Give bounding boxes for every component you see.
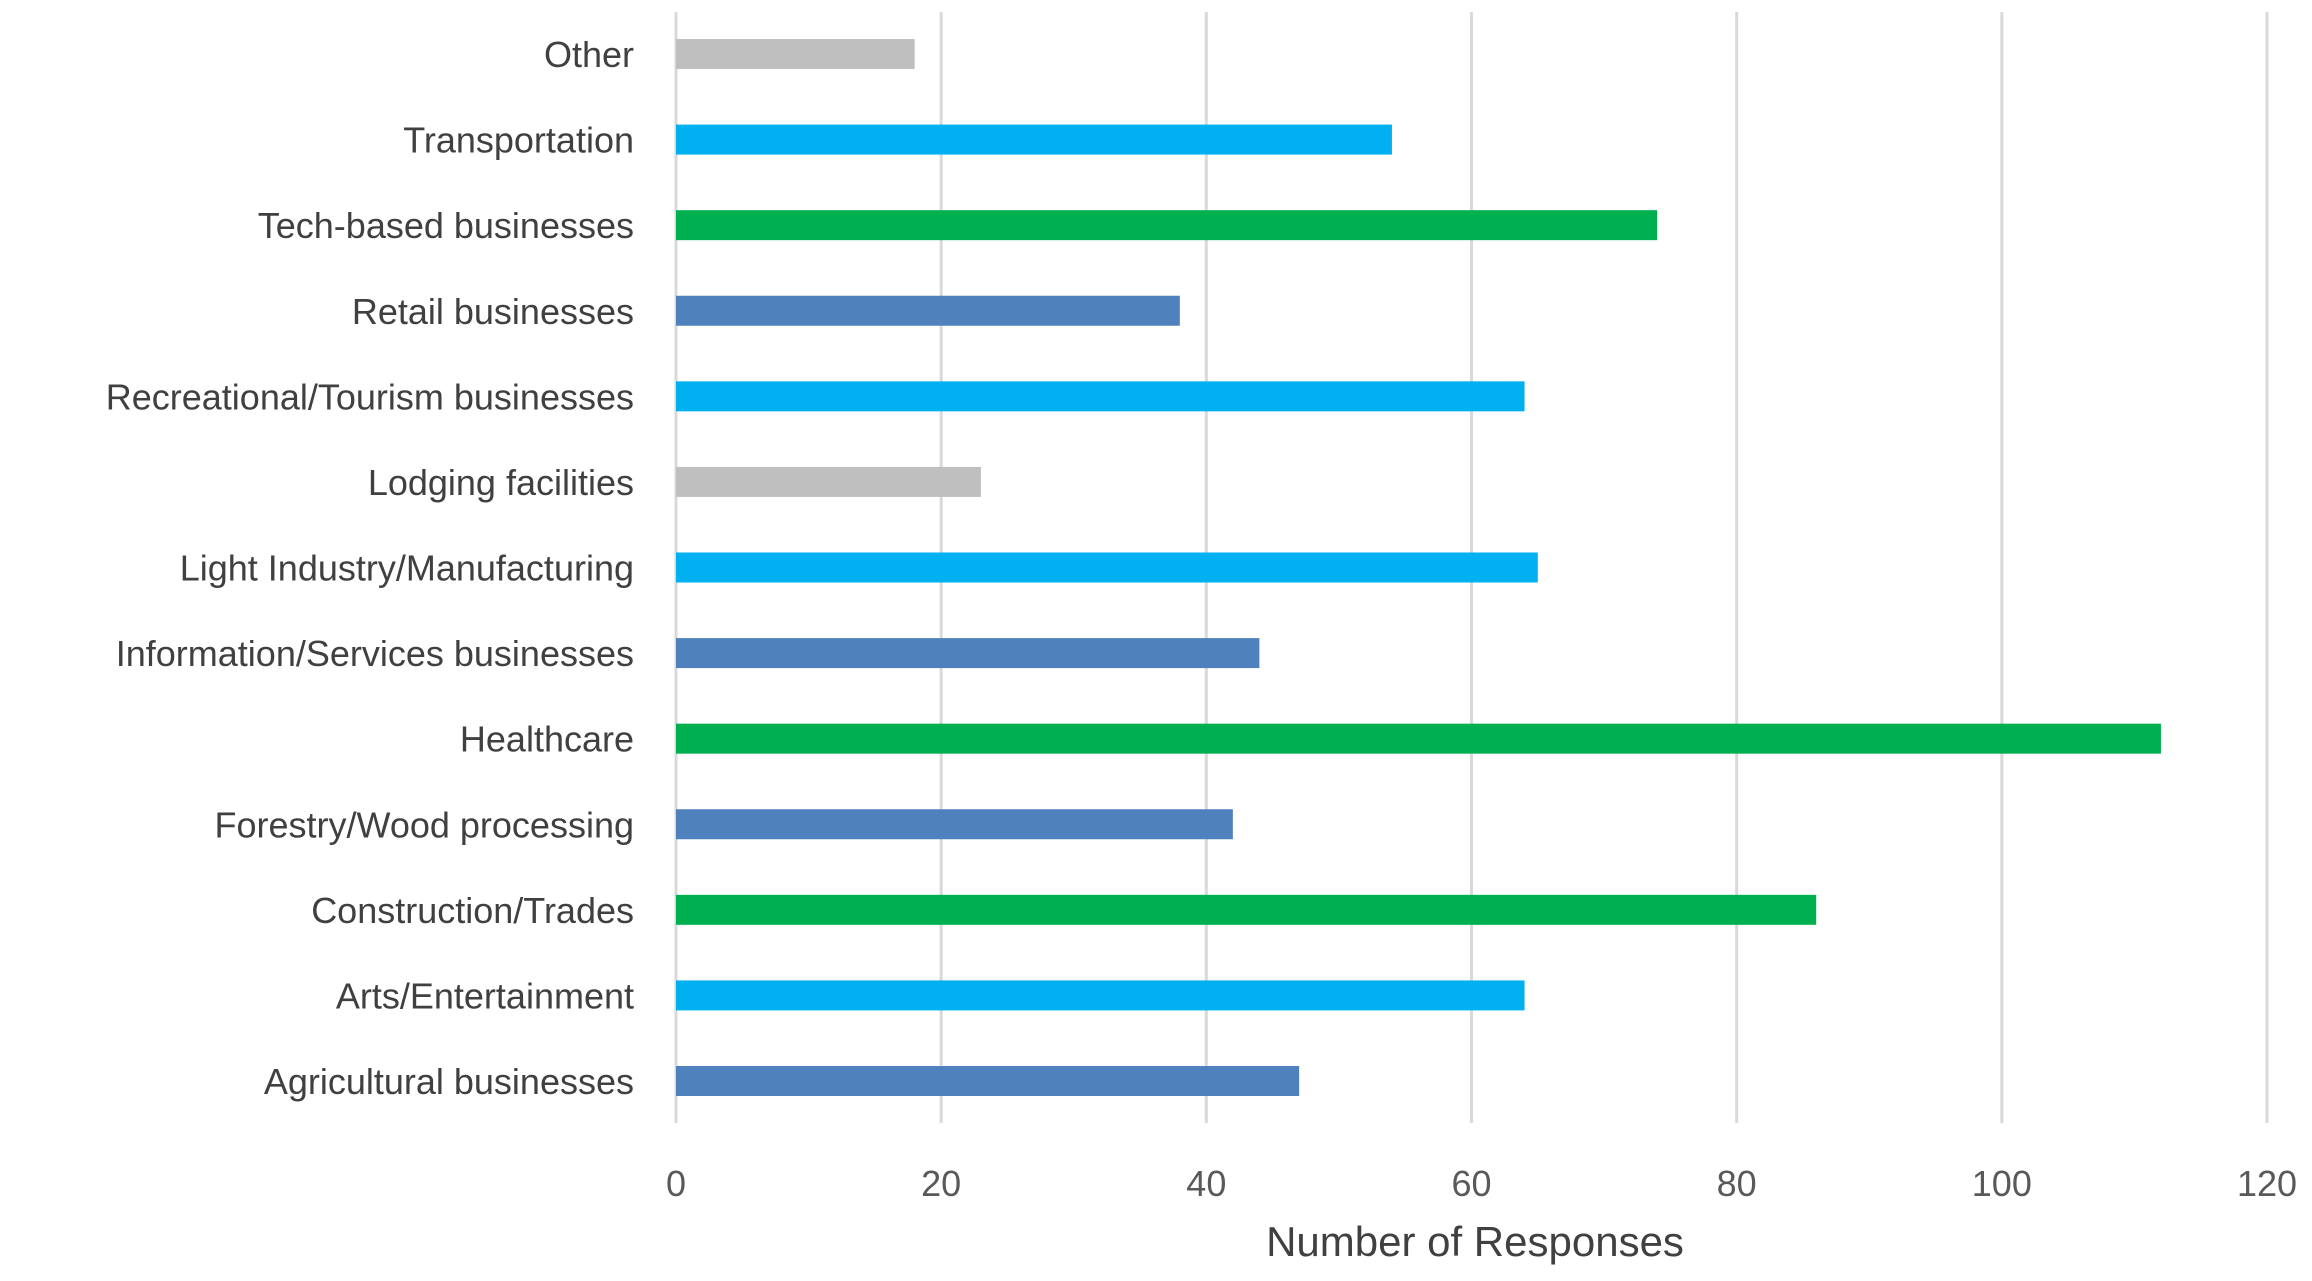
bar [676, 295, 1180, 326]
category-labels: Agricultural businesses Arts/Entertainmen… [106, 34, 634, 1102]
category-label: Forestry/Wood processing [214, 804, 634, 845]
bar [676, 552, 1538, 583]
bar [676, 39, 915, 69]
bar [676, 980, 1525, 1011]
bar [676, 466, 981, 497]
category-label: Light Industry/Manufacturing [180, 548, 634, 589]
x-tick-label: 40 [1186, 1163, 1226, 1204]
bar [676, 809, 1233, 840]
category-label: Agricultural businesses [264, 1061, 634, 1102]
category-label: Transportation [403, 120, 634, 161]
bar [676, 1066, 1300, 1096]
bar [676, 723, 2161, 754]
bar [676, 124, 1392, 155]
category-label: Other [544, 34, 634, 75]
category-label: Construction/Trades [311, 890, 634, 931]
bar [676, 210, 1658, 241]
category-label: Lodging facilities [368, 462, 634, 503]
category-label: Retail businesses [352, 291, 634, 332]
category-label: Information/Services businesses [116, 633, 634, 674]
category-label: Recreational/Tourism businesses [106, 376, 634, 417]
category-label: Healthcare [460, 719, 634, 760]
x-tick-label: 20 [921, 1163, 961, 1204]
x-tick-label: 0 [666, 1163, 686, 1204]
x-tick-label: 120 [2237, 1163, 2297, 1204]
x-tick-label: 60 [1451, 1163, 1491, 1204]
x-tick-label: 80 [1717, 1163, 1757, 1204]
x-axis-title: Number of Responses [1266, 1218, 1684, 1265]
bar [676, 894, 1817, 925]
x-tick-label: 100 [1972, 1163, 2032, 1204]
x-tick-labels: 0 20 40 60 80 100 120 [666, 1163, 2297, 1204]
bar [676, 381, 1525, 412]
bar [676, 638, 1260, 669]
category-label: Tech-based businesses [258, 205, 634, 246]
bars [676, 39, 2161, 1096]
category-label: Arts/Entertainment [336, 975, 634, 1016]
